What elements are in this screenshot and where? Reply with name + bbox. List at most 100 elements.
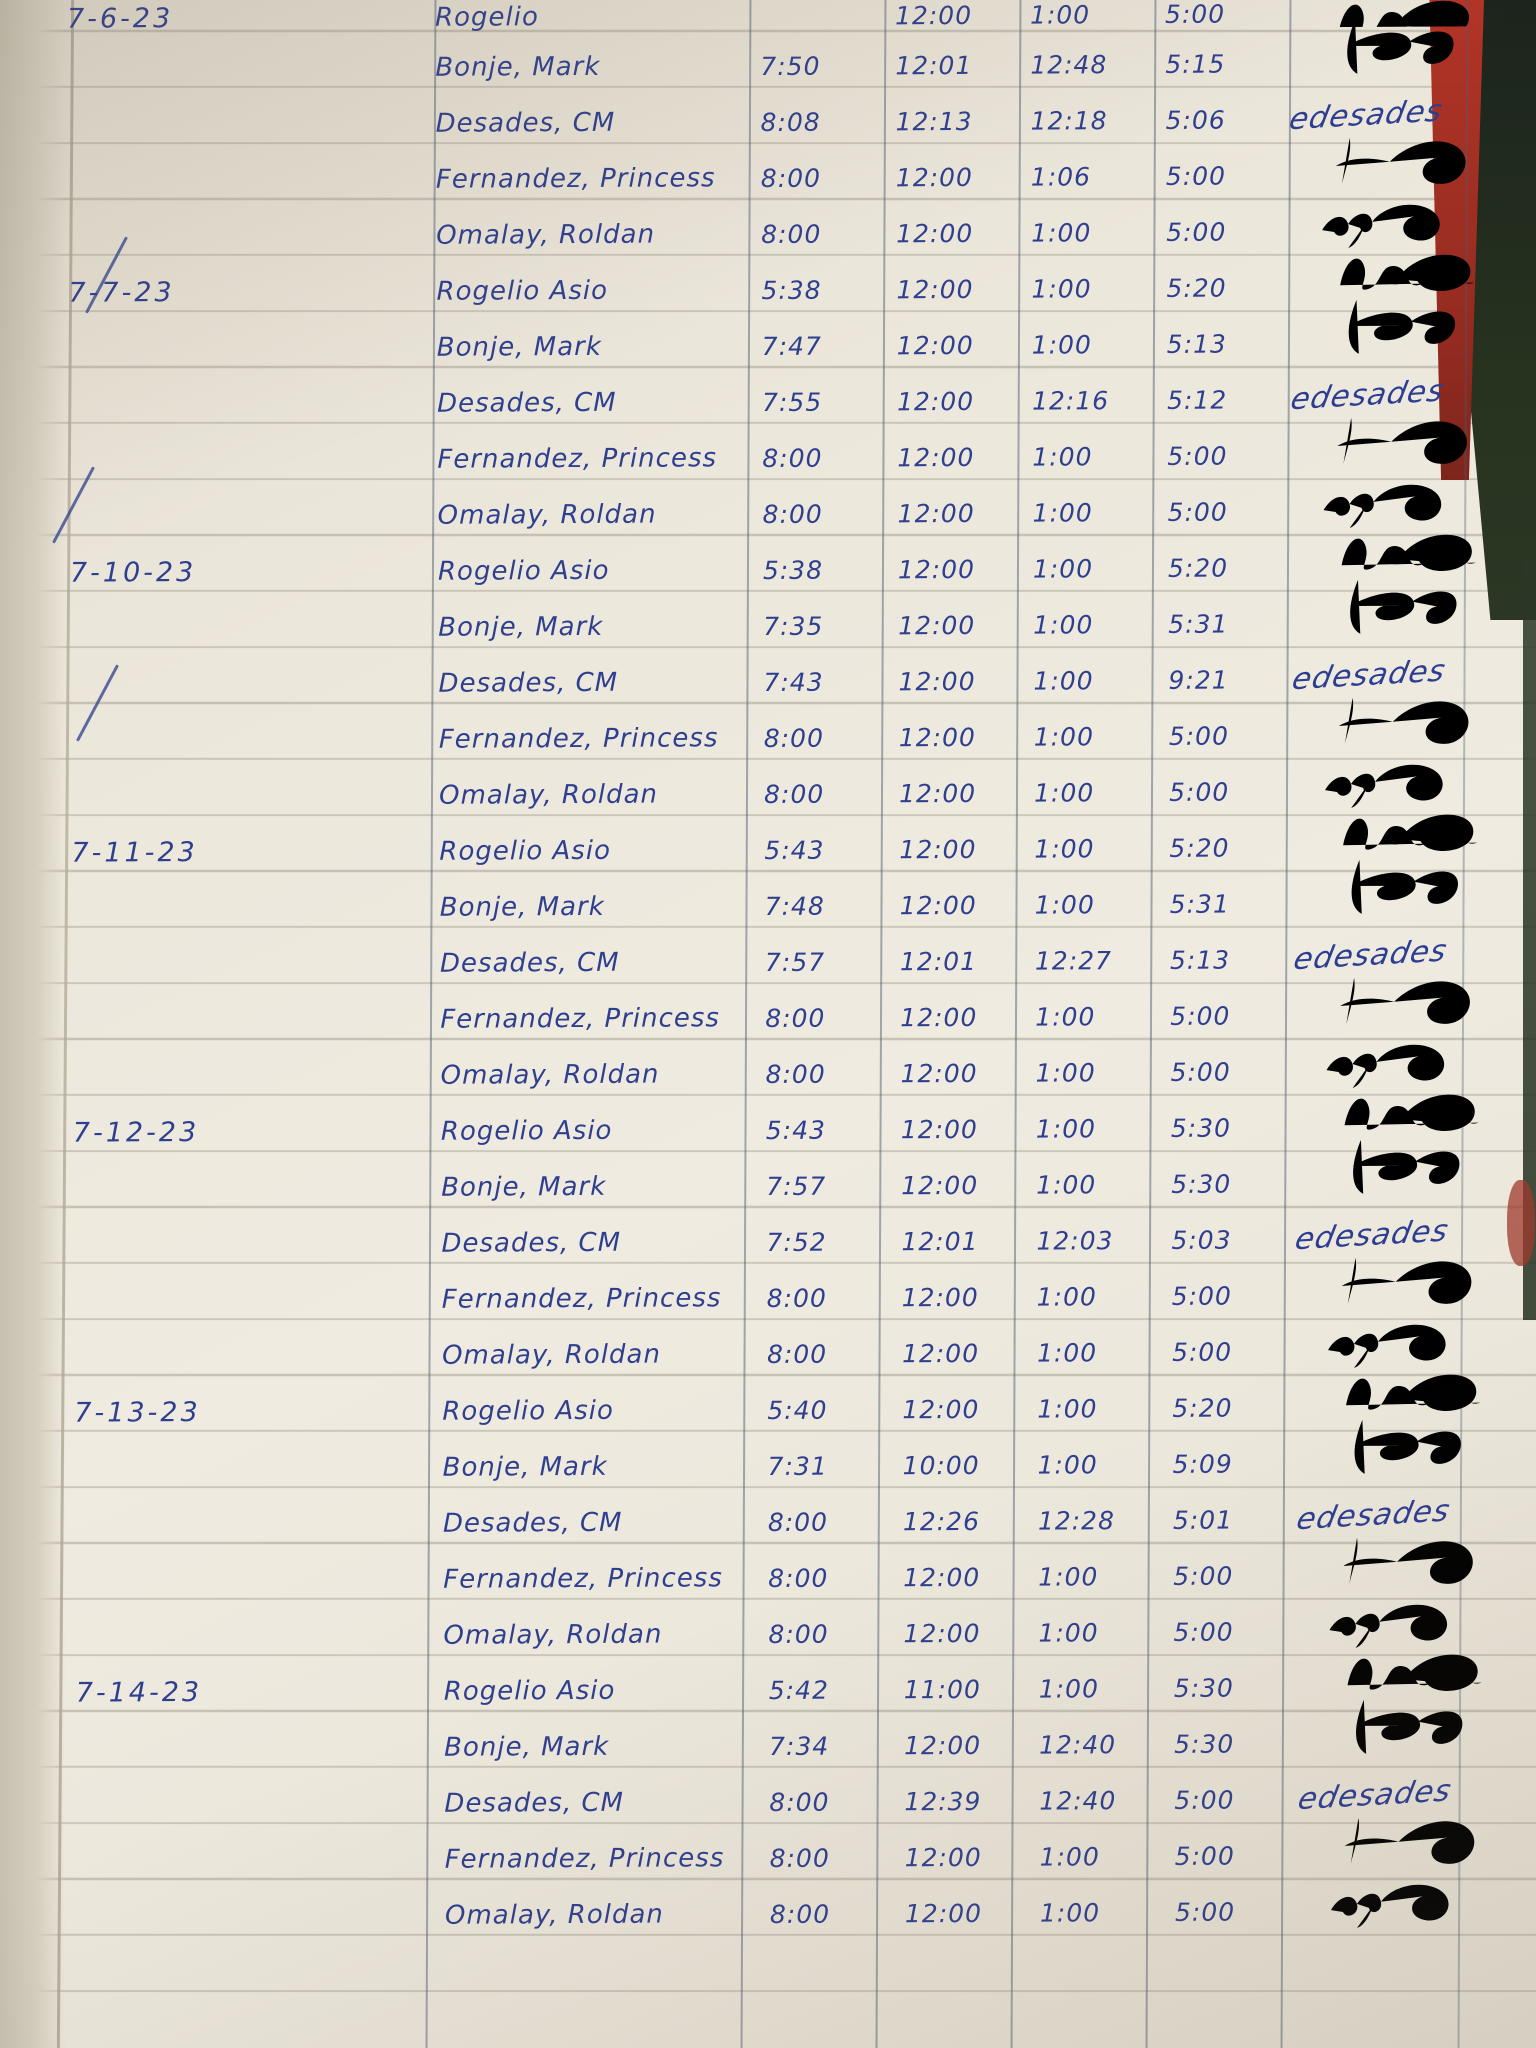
employee-name: Omalay, Roldan (440, 1059, 660, 1091)
employee-name: Fernandez, Princess (441, 1283, 722, 1315)
time-in-pm-cell: 1:00 (1038, 1562, 1099, 1592)
time-out-pm-cell: 5:00 (1173, 1561, 1234, 1591)
employee-name: Rogelio Asio (440, 1115, 613, 1147)
time-in-pm-cell: 1:00 (1033, 722, 1095, 752)
time-out-noon-cell: 12:00 (896, 330, 974, 361)
time-out-pm-cell: 5:00 (1174, 1897, 1236, 1927)
time-in-pm-cell: 12:40 (1039, 1730, 1117, 1760)
time-in-pm-cell: 12:40 (1039, 1786, 1117, 1816)
time-out-noon-cell: 12:00 (898, 722, 976, 753)
time-out-noon-cell: 12:01 (899, 946, 978, 977)
time-in-pm-cell: 1:00 (1039, 1842, 1100, 1872)
time-out-pm-cell: 5:09 (1172, 1449, 1233, 1479)
time-in-pm-cell: 1:00 (1035, 1058, 1096, 1088)
time-in-am-cell: 8:00 (763, 723, 825, 754)
time-out-pm-cell: 5:00 (1167, 497, 1228, 527)
time-in-am-cell: 7:57 (766, 1171, 827, 1202)
time-out-pm-cell: 5:30 (1173, 1673, 1234, 1703)
page-left-edge (0, 0, 66, 2048)
employee-name: Rogelio (434, 2, 539, 33)
time-in-am-cell: 7:57 (764, 947, 826, 978)
time-in-pm-cell: 1:00 (1035, 1114, 1097, 1144)
time-in-am-cell: 8:00 (764, 779, 825, 810)
employee-name: Fernandez, Princess (438, 723, 719, 755)
time-out-noon-cell: 12:00 (898, 666, 976, 697)
time-out-noon-cell: 12:00 (904, 1842, 982, 1873)
time-out-pm-cell: 5:30 (1170, 1113, 1232, 1143)
time-in-pm-cell: 12:27 (1034, 946, 1113, 976)
time-out-pm-cell: 5:00 (1170, 1001, 1231, 1031)
time-out-pm-cell: 5:00 (1166, 217, 1227, 247)
time-out-pm-cell: 5:00 (1171, 1337, 1233, 1367)
employee-name: Omalay, Roldan (437, 499, 657, 531)
time-out-pm-cell: 5:00 (1174, 1785, 1235, 1815)
time-out-pm-cell: 5:00 (1171, 1281, 1232, 1311)
time-in-pm-cell: 1:00 (1036, 1170, 1097, 1200)
book-cover-red-smudge (1507, 1180, 1535, 1266)
employee-name: Bonje, Mark (444, 1731, 610, 1763)
time-out-pm-cell: 5:06 (1165, 105, 1226, 135)
employee-name: Desades, CM (439, 947, 620, 979)
time-in-pm-cell: 12:18 (1030, 106, 1108, 136)
employee-name: Desades, CM (441, 1227, 622, 1259)
date-cell: 7-10-23 (69, 556, 197, 589)
time-in-am-cell: 8:00 (766, 1283, 827, 1314)
time-out-pm-cell: 5:31 (1169, 889, 1230, 919)
time-in-am-cell: 7:52 (766, 1227, 827, 1258)
time-in-pm-cell: 1:00 (1033, 666, 1094, 696)
time-out-pm-cell: 5:20 (1172, 1393, 1233, 1423)
time-out-noon-cell: 12:01 (895, 50, 973, 81)
time-out-noon-cell: 12:39 (904, 1786, 982, 1817)
time-out-noon-cell: 12:26 (902, 1506, 981, 1537)
time-out-noon-cell: 12:00 (901, 1282, 979, 1313)
time-out-noon-cell: 12:00 (901, 1338, 980, 1369)
employee-name: Bonje, Mark (441, 1171, 607, 1203)
time-in-am-cell: 8:00 (767, 1507, 829, 1538)
employee-name: Omalay, Roldan (436, 219, 656, 251)
time-out-noon-cell: 12:00 (897, 554, 976, 585)
employee-name: Rogelio Asio (437, 555, 610, 587)
time-in-am-cell: 5:38 (762, 555, 824, 586)
time-out-noon-cell: 12:00 (904, 1898, 983, 1929)
time-in-pm-cell: 12:28 (1037, 1506, 1116, 1536)
time-in-pm-cell: 1:00 (1038, 1618, 1099, 1648)
employee-name: Fernandez, Princess (435, 163, 716, 195)
time-in-am-cell: 5:43 (764, 835, 825, 866)
time-in-am-cell: 8:00 (761, 219, 822, 250)
time-out-pm-cell: 9:21 (1168, 665, 1229, 695)
time-in-am-cell: 7:47 (761, 331, 822, 362)
time-out-noon-cell: 12:00 (901, 1170, 979, 1201)
time-out-pm-cell: 5:01 (1172, 1505, 1234, 1535)
time-in-pm-cell: 1:00 (1037, 1450, 1098, 1480)
time-in-pm-cell: 1:00 (1038, 1674, 1100, 1704)
time-in-am-cell: 7:48 (764, 891, 825, 922)
employee-name: Omalay, Roldan (443, 1619, 663, 1651)
employee-name: Desades, CM (435, 107, 616, 139)
time-out-noon-cell: 12:00 (900, 1058, 978, 1089)
time-in-pm-cell: 1:00 (1035, 1002, 1096, 1032)
log-table-body: 7-6-23 Rogelio 12:00 1:00 5:00 Bonje, Ma… (67, 0, 1536, 1931)
employee-name: Omalay, Roldan (441, 1339, 661, 1371)
time-in-am-cell: 8:00 (762, 443, 823, 474)
time-out-noon-cell: 11:00 (903, 1674, 981, 1705)
time-out-pm-cell: 5:00 (1169, 777, 1230, 807)
time-in-am-cell: 8:08 (760, 107, 821, 138)
time-out-pm-cell: 5:12 (1166, 385, 1228, 415)
time-out-pm-cell: 5:00 (1167, 441, 1228, 471)
time-in-am-cell: 8:00 (769, 1899, 831, 1930)
time-in-am-cell: 7:31 (767, 1451, 828, 1482)
time-in-am-cell: 7:35 (763, 611, 824, 642)
time-out-pm-cell: 5:00 (1173, 1617, 1234, 1647)
date-cell: 7-14-23 (75, 1676, 203, 1709)
time-in-pm-cell: 1:00 (1034, 834, 1095, 864)
employee-name: Omalay, Roldan (439, 779, 659, 811)
time-in-am-cell: 7:50 (760, 51, 821, 82)
time-in-pm-cell: 1:00 (1031, 218, 1092, 248)
time-out-pm-cell: 5:20 (1167, 553, 1229, 583)
time-out-pm-cell: 5:00 (1170, 1057, 1231, 1087)
time-out-noon-cell: 12:00 (904, 1730, 982, 1761)
employee-name: Fernandez, Princess (444, 1843, 725, 1875)
time-in-pm-cell: 1:06 (1030, 162, 1092, 192)
time-in-am-cell: 8:00 (765, 1059, 826, 1090)
time-out-noon-cell: 12:00 (900, 1002, 978, 1033)
